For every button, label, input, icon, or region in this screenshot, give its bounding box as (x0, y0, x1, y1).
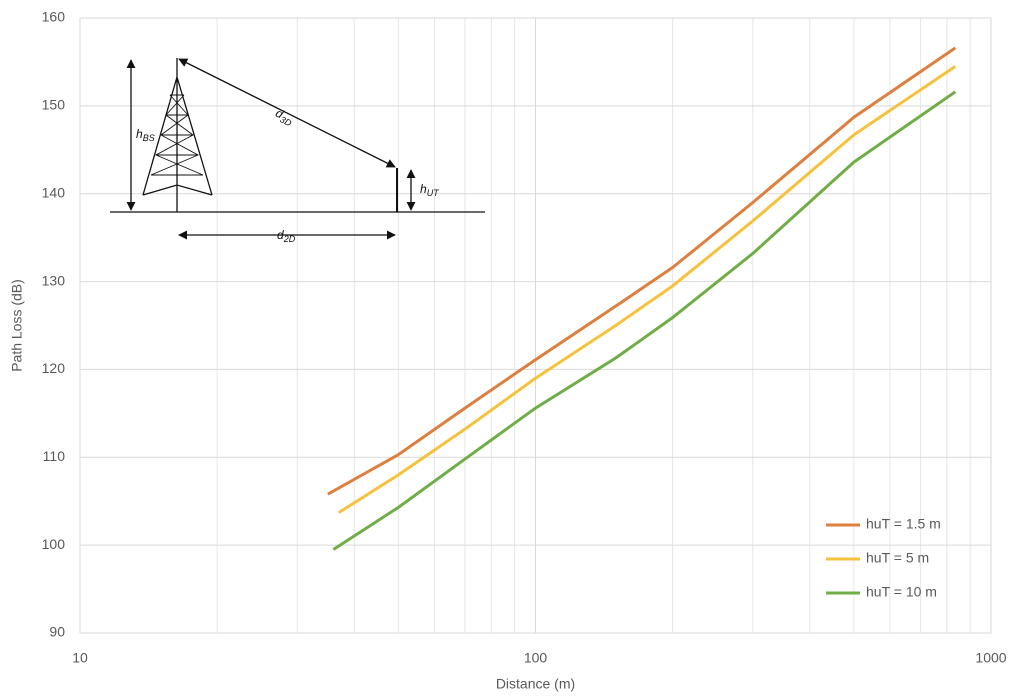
line (327, 46, 957, 496)
annotation: hBS (136, 127, 155, 143)
y-axis-label: Path Loss (dB) (9, 279, 25, 372)
x-tick-label: 1000 (975, 650, 1006, 666)
y-tick-label: 110 (43, 448, 66, 464)
annotation-text: h (420, 182, 427, 196)
line (338, 65, 957, 514)
legend-label: huT = 5 m (866, 550, 929, 566)
annotation-text: d (277, 228, 284, 242)
y-tick-label: 120 (42, 360, 66, 376)
annotation-subscript: UT (427, 188, 440, 198)
line (332, 90, 957, 551)
tower-lattice (150, 94, 204, 176)
annotation-text: h (136, 127, 143, 141)
y-tick-label: 130 (42, 272, 66, 288)
annotation-subscript: 3D (278, 115, 293, 129)
annotation-subscript: 2D (283, 234, 296, 244)
x-tick-label: 10 (72, 650, 88, 666)
x-tick-label: 100 (524, 650, 548, 666)
y-tick-label: 100 (42, 536, 66, 552)
arrow-d3d (178, 58, 396, 168)
y-tick-label: 90 (49, 624, 65, 640)
annotation: d3D (272, 106, 296, 129)
legend-label: huT = 10 m (866, 584, 937, 600)
tower (142, 76, 213, 212)
annotation: d2D (277, 228, 296, 244)
y-tick-label: 160 (42, 9, 66, 25)
grid (79, 17, 992, 634)
x-axis-label: Distance (m) (496, 676, 575, 692)
annotation-subscript: BS (143, 133, 155, 143)
annotation: hUT (420, 182, 440, 198)
y-tick-label: 150 (42, 97, 66, 113)
y-tick-label: 140 (42, 184, 66, 200)
legend-label: huT = 1.5 m (866, 516, 941, 532)
